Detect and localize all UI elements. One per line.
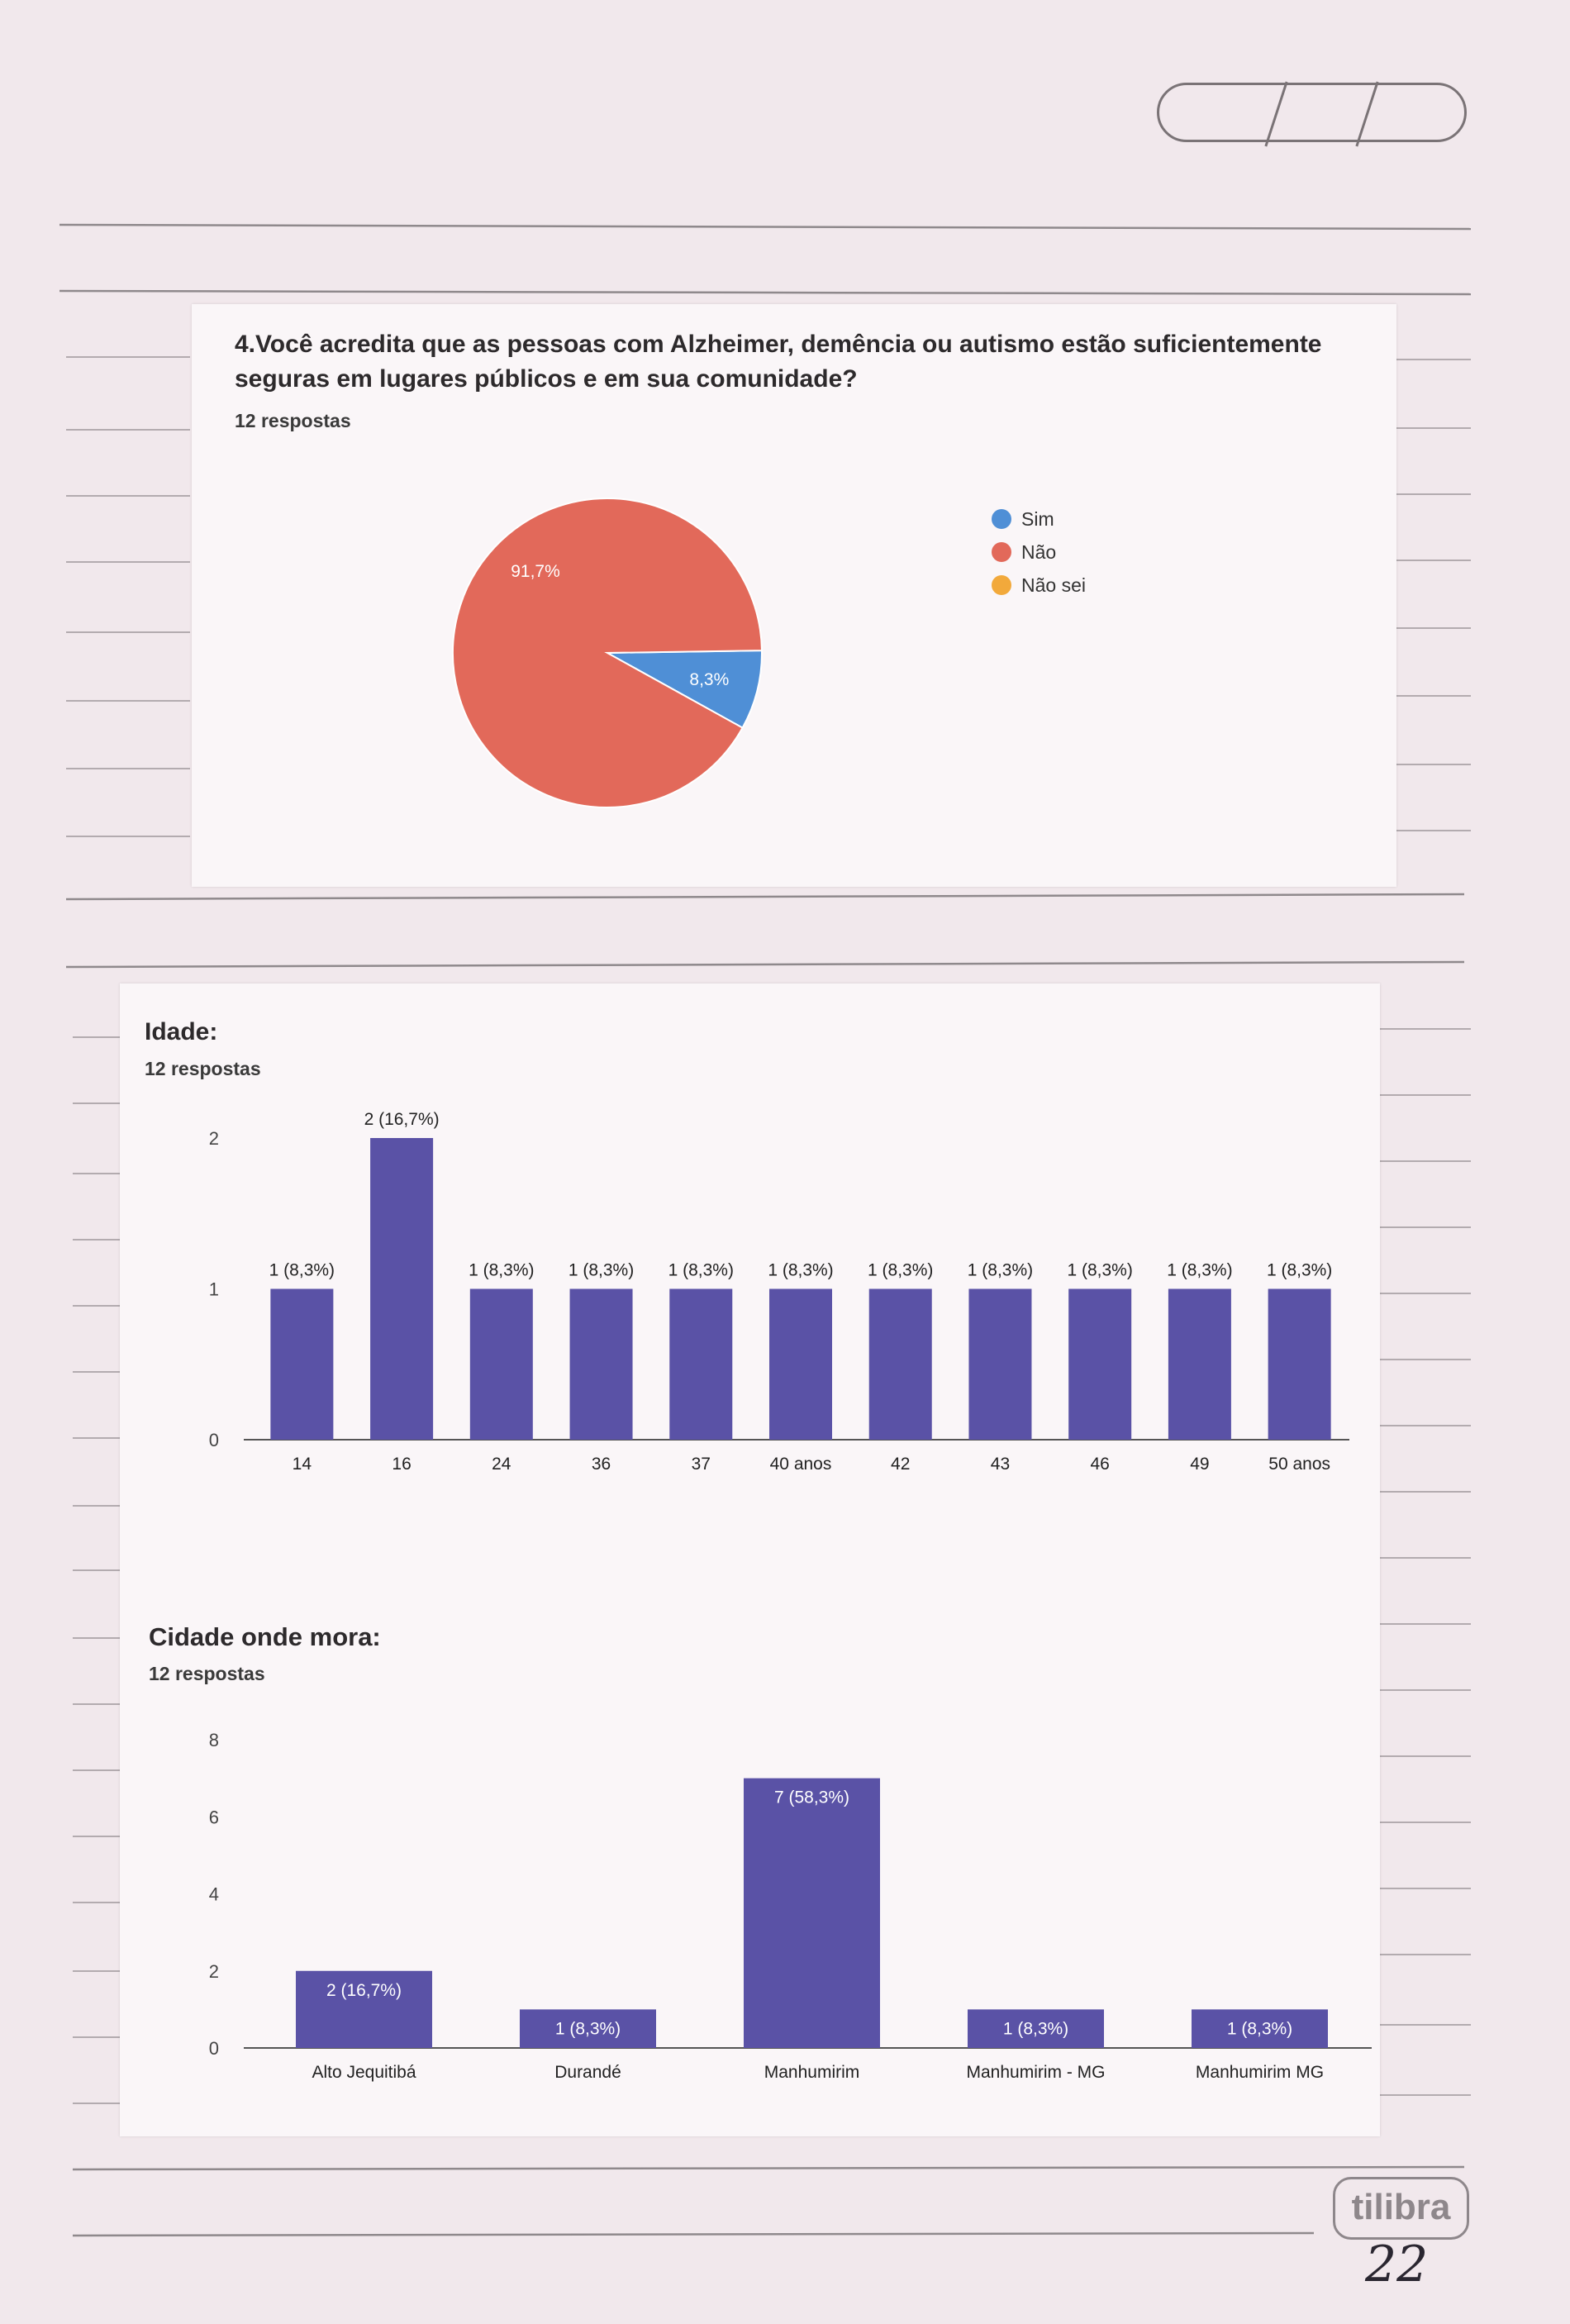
bar-data-label: 1 (8,3%) [469, 1261, 534, 1280]
pie-chart-title-line2: seguras em lugares públicos e em sua com… [235, 365, 858, 393]
legend-label-sim: Sim [1021, 507, 1054, 530]
bar-data-label: 1 (8,3%) [668, 1261, 734, 1280]
pie-slice-sim [604, 650, 763, 729]
x-tick-label: 14 [293, 1455, 312, 1474]
x-tick-label: Manhumirim - MG [966, 2063, 1105, 2082]
bar [569, 1288, 633, 1440]
legend-swatch-nao-sei [992, 575, 1011, 595]
bar [968, 1288, 1032, 1440]
bar [1268, 1288, 1331, 1440]
idade-chart-title: Idade: [145, 1018, 218, 1045]
x-tick-label: 36 [592, 1455, 611, 1474]
bar [1168, 1288, 1231, 1440]
bar-data-label: 1 (8,3%) [868, 1261, 933, 1280]
pie-chart-card [192, 304, 1396, 887]
pie-legend: Sim Não Não sei [992, 502, 1086, 602]
legend-swatch-sim [992, 509, 1011, 529]
bar [296, 1970, 432, 2048]
bar [1192, 2009, 1328, 2048]
bar [469, 1288, 533, 1440]
bar-data-label: 1 (8,3%) [269, 1261, 335, 1280]
y-tick-label: 0 [209, 1430, 219, 1450]
bar-data-label: 1 (8,3%) [1067, 1261, 1132, 1280]
y-tick-label: 6 [209, 1807, 219, 1827]
cidade-chart-responses: 12 respostas [149, 1663, 265, 1684]
bar [968, 2009, 1104, 2048]
x-tick-label: 24 [492, 1455, 511, 1474]
bar-data-label: 1 (8,3%) [555, 2019, 621, 2038]
cidade-bar-chart: 0 2 4 6 8 2 (16,7%) Alto Jequitibá 1 (8,3%) Dura… [209, 1730, 1372, 2082]
y-tick-label: 8 [209, 1730, 219, 1750]
pie-slice-não [452, 498, 763, 808]
y-tick-label: 2 [209, 1961, 219, 1982]
legend-label-nao: Não [1021, 541, 1057, 563]
pie-data-label-sim: 8,3% [689, 670, 729, 689]
bar [868, 1288, 932, 1440]
pie-chart-title: 4.Você acredita que as pessoas com Alzhe… [235, 327, 1392, 397]
bar-data-label: 1 (8,3%) [1167, 1261, 1232, 1280]
x-tick-label: 46 [1091, 1455, 1110, 1474]
legend-item-nao-sei: Não sei [992, 569, 1086, 602]
x-tick-label: 40 anos [770, 1455, 832, 1474]
bar [669, 1288, 733, 1440]
pie-chart-title-line1: 4.Você acredita que as pessoas com Alzhe… [235, 331, 1322, 358]
bar-data-label: 1 (8,3%) [768, 1261, 833, 1280]
page-number: 22 [1365, 2236, 1429, 2293]
y-tick-label: 4 [209, 1884, 219, 1905]
y-tick-label: 2 [209, 1128, 219, 1149]
x-tick-label: 37 [692, 1455, 711, 1474]
bar [520, 2009, 656, 2048]
idade-bar-chart: 0 1 2 1 (8,3%) 14 2 (16,7%) 16 1 (8,3%) 24 1 (8,3… [209, 1110, 1349, 1474]
x-tick-label: Manhumirim MG [1196, 2063, 1324, 2082]
bar [744, 1778, 880, 2048]
legend-item-nao: Não [992, 536, 1086, 569]
bar-data-label: 1 (8,3%) [1267, 1261, 1332, 1280]
legend-item-sim: Sim [992, 502, 1086, 536]
legend-label-nao-sei: Não sei [1021, 574, 1086, 596]
pie-data-label-não: 91,7% [511, 562, 560, 581]
bar [270, 1288, 334, 1440]
idade-chart-responses: 12 respostas [145, 1058, 261, 1079]
bar-data-label: 1 (8,3%) [1003, 2019, 1068, 2038]
y-tick-label: 0 [209, 2038, 219, 2059]
date-box [1157, 81, 1467, 147]
y-tick-label: 1 [209, 1279, 219, 1300]
cidade-chart-title: Cidade onde mora: [149, 1622, 381, 1651]
bar [370, 1138, 434, 1440]
x-tick-label: 50 anos [1268, 1455, 1330, 1474]
x-tick-label: 16 [392, 1455, 411, 1474]
pie-chart-responses: 12 respostas [235, 410, 351, 431]
bar [1068, 1288, 1132, 1440]
bar [769, 1288, 832, 1440]
bar-data-label: 2 (16,7%) [364, 1110, 440, 1129]
x-tick-label: 42 [891, 1455, 910, 1474]
bar-data-label: 1 (8,3%) [968, 1261, 1033, 1280]
legend-swatch-nao [992, 542, 1011, 562]
tilibra-logo: tilibra [1333, 2177, 1469, 2240]
x-tick-label: Manhumirim [764, 2063, 860, 2082]
x-tick-label: Durandé [554, 2063, 621, 2082]
x-tick-label: Alto Jequitibá [312, 2063, 416, 2082]
bar-data-label: 2 (16,7%) [326, 1981, 402, 2000]
bar-data-label: 1 (8,3%) [569, 1261, 634, 1280]
bar-data-label: 1 (8,3%) [1227, 2019, 1292, 2038]
bar-data-label: 7 (58,3%) [774, 1788, 849, 1807]
x-tick-label: 43 [991, 1455, 1010, 1474]
x-tick-label: 49 [1190, 1455, 1209, 1474]
pie-chart: 8,3% 91,7% [452, 498, 763, 808]
